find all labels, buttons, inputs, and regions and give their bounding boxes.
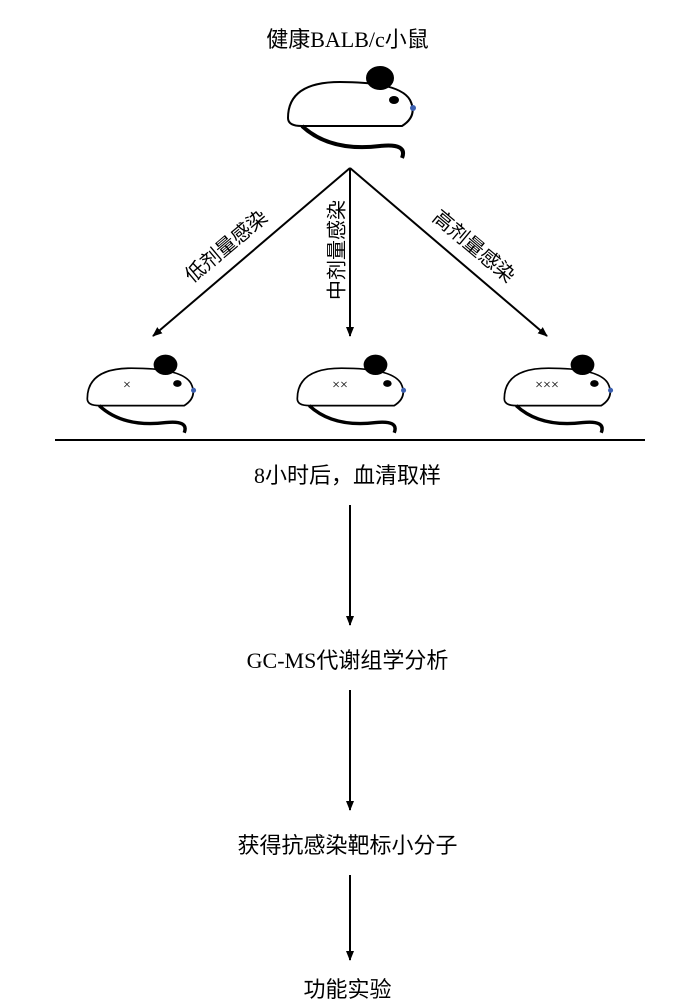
mouse2-mark: ×× <box>332 378 348 394</box>
mouse3-mark: ××× <box>535 378 559 394</box>
branch-mid-label: 中剂量感染 <box>321 200 350 300</box>
step2-text: GC-MS代谢组学分析 <box>247 643 449 675</box>
step1-text: 8小时后，血清取样 <box>254 458 441 490</box>
mouse1-mark: × <box>123 378 131 394</box>
step4-text: 功能实验 <box>303 972 391 1004</box>
step3-text: 获得抗感染靶标小分子 <box>237 828 457 860</box>
diagram-canvas: 健康BALB/c小鼠 <box>0 0 695 1000</box>
